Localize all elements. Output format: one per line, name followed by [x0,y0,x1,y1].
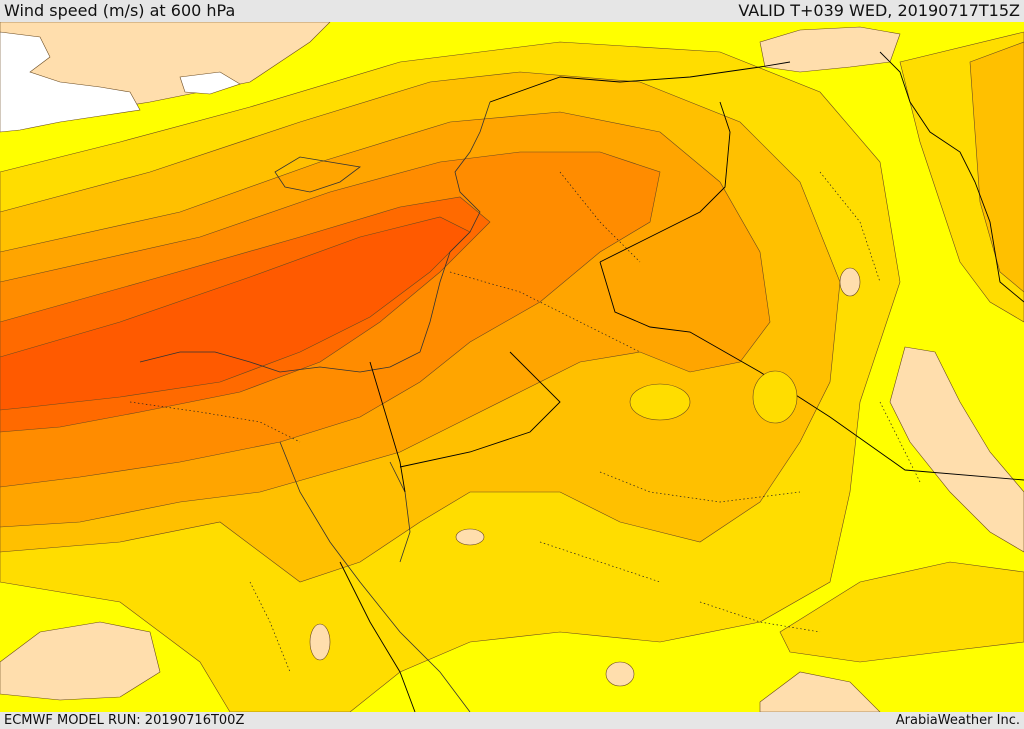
province-lines [129,171,921,673]
coastline-cyprus [274,156,361,193]
map-title: Wind speed (m/s) at 600 hPa [4,1,236,20]
coastline-redsea [279,441,471,712]
coastline-mediterranean [139,101,491,373]
border-turkey-syria [489,61,791,103]
band-gold-southeast [779,561,1024,663]
band-light-southwest [0,621,161,701]
model-run: ECMWF MODEL RUN: 20190716T00Z [4,713,245,728]
border-jordan-saudi [399,351,561,468]
coastline-gulf-aqaba [389,461,411,563]
map-canvas [0,22,1024,712]
patch-lightgold-3 [839,267,861,297]
band-light-east [889,346,1024,553]
patch-gold-1 [629,383,691,421]
band-white-aegean [0,31,141,133]
border-egypt-sudan [339,561,416,712]
valid-time: VALID T+039 WED, 20190717T15Z [738,1,1020,20]
chart-header: Wind speed (m/s) at 600 hPa VALID T+039 … [0,0,1024,22]
border-syria-iraq [599,101,731,263]
band-light-south [759,671,881,712]
patch-light-2 [455,528,485,546]
credit-text: ArabiaWeather Inc. [895,713,1020,728]
patch-light-3 [309,623,331,661]
border-iraq-iran [879,51,1024,303]
chart-footer: ECMWF MODEL RUN: 20190716T00Z ArabiaWeat… [0,712,1024,729]
wind-speed-map [0,22,1024,712]
border-iraq-saudi [599,261,1024,481]
border-egypt-israel [369,361,406,493]
band-amber-east [969,41,1024,293]
band-white-north [179,71,241,95]
band-deeporange-core [0,216,471,411]
patch-gold-2 [752,370,798,424]
patch-light-1 [605,661,635,687]
